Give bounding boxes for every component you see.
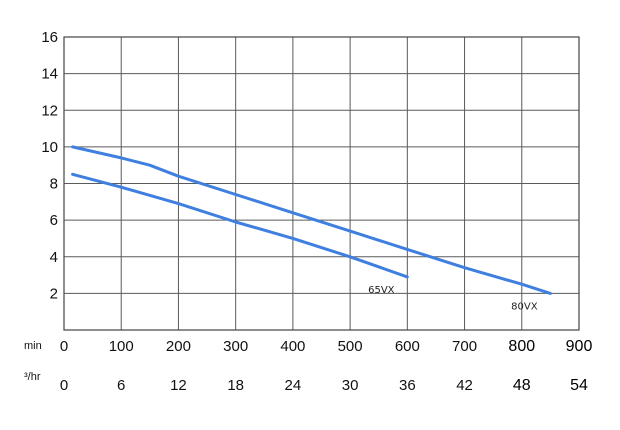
x-tick-label-primary: 500: [338, 338, 363, 355]
x-tick-label-secondary: 42: [456, 377, 473, 394]
x-axis-primary-ticks: 0 100 200 300 400 500 600 700 800 900: [60, 338, 593, 355]
y-tick-label: 16: [41, 29, 58, 46]
y-tick-label: 14: [41, 66, 58, 83]
y-tick-label: 10: [41, 139, 58, 156]
y-axis-ticks: 2 4 6 8 10 12 14 16: [41, 29, 58, 302]
plot-border: [63, 36, 580, 331]
x-tick-label-primary: 800: [508, 338, 535, 355]
x-axis-secondary-ticks: 0 6 12 18 24 30 36 42 48 54: [60, 377, 588, 394]
series-label-80vx: 80VX: [511, 301, 538, 312]
x-tick-label-secondary: 6: [117, 377, 125, 394]
x-tick-label-primary: 200: [166, 338, 191, 355]
x-tick-label-secondary: 54: [570, 377, 588, 394]
x-tick-label-primary: 400: [280, 338, 305, 355]
x-tick-label-secondary: 0: [60, 377, 68, 394]
x-tick-label-secondary: 18: [227, 377, 244, 394]
x-unit-secondary: ³/hr: [24, 371, 41, 383]
x-tick-label-secondary: 30: [342, 377, 359, 394]
x-tick-label-secondary: 12: [170, 377, 187, 394]
x-tick-label-secondary: 36: [399, 377, 416, 394]
y-tick-label: 2: [50, 285, 58, 302]
y-tick-label: 12: [41, 102, 58, 119]
x-unit-primary: min: [24, 340, 42, 352]
x-tick-label-secondary: 48: [513, 377, 531, 394]
series-label-65vx: 65VX: [368, 285, 395, 296]
series-lines: [71, 145, 552, 295]
series-labels: 65VX 80VX: [368, 285, 538, 312]
x-tick-label-primary: 0: [60, 338, 68, 355]
x-tick-label-primary: 900: [566, 338, 593, 355]
x-tick-label-primary: 100: [109, 338, 134, 355]
series-line-80vx: [71, 145, 552, 295]
y-tick-label: 4: [50, 249, 58, 266]
x-tick-label-secondary: 24: [285, 377, 302, 394]
y-tick-label: 6: [50, 212, 58, 229]
grid: [63, 36, 580, 331]
x-tick-label-primary: 300: [223, 338, 248, 355]
x-tick-label-primary: 700: [452, 338, 477, 355]
y-tick-label: 8: [50, 176, 58, 193]
series-line-65vx: [71, 172, 409, 279]
x-tick-label-primary: 600: [395, 338, 420, 355]
